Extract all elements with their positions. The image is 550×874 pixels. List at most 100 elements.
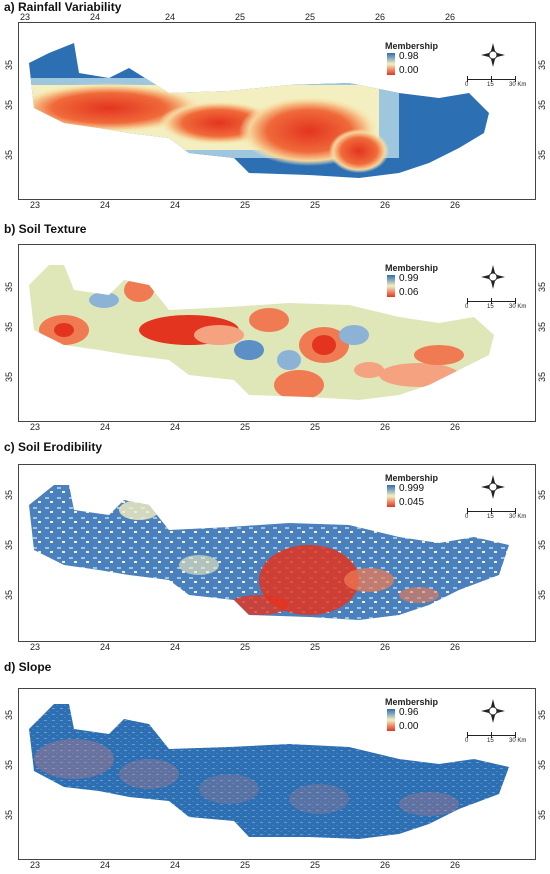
legend-min: 0.00 <box>399 721 419 732</box>
legend-title: Membership <box>385 41 439 51</box>
panel-slope: d) Slope Membership 0 <box>0 660 550 874</box>
map-frame: Membership 0.999 0.045 0 15 30 Km <box>18 464 536 642</box>
y-tick-label: 35 <box>537 759 547 770</box>
scale-mid: 15 <box>487 304 494 310</box>
scale-bar: 0 15 30 Km <box>465 73 526 93</box>
scale-zero: 0 <box>465 82 469 88</box>
legend-max: 0.99 <box>399 273 419 284</box>
x-tick-label: 25 <box>240 860 251 870</box>
y-tick-label: 35 <box>4 321 14 332</box>
map-frame: Membership 0.99 0.06 0 15 30 Km <box>18 244 536 422</box>
y-tick-label: 35 <box>4 371 14 382</box>
y-tick-label: 35 <box>537 99 547 110</box>
rainfall-map <box>29 43 489 178</box>
scale-zero: 0 <box>465 304 469 310</box>
x-tick-label: 25 <box>310 860 321 870</box>
panel-title: c) Soil Erodibility <box>4 440 103 454</box>
y-tick-label: 35 <box>4 489 14 500</box>
y-tick-label: 35 <box>4 759 14 770</box>
legend-colorbar <box>387 53 395 75</box>
scale-end: 30 Km <box>509 82 527 88</box>
scale-mid: 15 <box>487 738 494 744</box>
panel-title: d) Slope <box>4 660 52 674</box>
x-tick-label: 25 <box>305 12 316 22</box>
x-tick-label: 24 <box>100 642 111 652</box>
x-tick-label: 24 <box>170 200 181 210</box>
scale-bar: 0 15 30 Km <box>465 505 526 525</box>
y-tick-label: 35 <box>4 59 14 70</box>
legend: Membership 0.99 0.06 <box>385 263 445 303</box>
north-arrow-icon <box>479 41 507 69</box>
x-tick-label: 26 <box>450 860 461 870</box>
scale-end: 30 Km <box>509 304 527 310</box>
x-tick-label: 25 <box>310 422 321 432</box>
panel-title: b) Soil Texture <box>4 222 87 236</box>
soil-erodibility-map <box>29 485 509 620</box>
y-tick-label: 35 <box>4 809 14 820</box>
scale-zero: 0 <box>465 738 469 744</box>
x-tick-label: 26 <box>450 200 461 210</box>
y-tick-label: 35 <box>4 99 14 110</box>
x-tick-label: 26 <box>380 860 391 870</box>
legend-min: 0.00 <box>399 65 419 76</box>
soil-texture-map <box>29 265 494 400</box>
x-tick-label: 25 <box>310 642 321 652</box>
y-tick-label: 35 <box>537 149 547 160</box>
y-tick-label: 35 <box>537 809 547 820</box>
scale-bar: 0 15 30 Km <box>465 295 526 315</box>
x-tick-label: 25 <box>240 642 251 652</box>
north-arrow-icon <box>479 263 507 291</box>
y-tick-label: 35 <box>4 709 14 720</box>
x-tick-label: 26 <box>445 12 456 22</box>
x-tick-label: 24 <box>170 860 181 870</box>
x-tick-label: 24 <box>100 422 111 432</box>
legend: Membership 0.999 0.045 <box>385 473 445 513</box>
x-tick-label: 26 <box>450 642 461 652</box>
north-arrow-icon <box>479 473 507 501</box>
y-tick-label: 35 <box>4 589 14 600</box>
legend-min: 0.045 <box>399 497 425 508</box>
scale-mid: 15 <box>487 514 494 520</box>
x-tick-label: 25 <box>240 200 251 210</box>
y-tick-label: 35 <box>537 589 547 600</box>
scale-bar: 0 15 30 Km <box>465 729 526 749</box>
x-tick-label: 23 <box>30 860 41 870</box>
scale-end: 30 Km <box>509 514 527 520</box>
y-tick-label: 35 <box>537 59 547 70</box>
scale-mid: 15 <box>487 82 494 88</box>
x-tick-label: 23 <box>30 200 41 210</box>
x-tick-label: 25 <box>240 422 251 432</box>
x-tick-label: 24 <box>90 12 101 22</box>
x-tick-label: 26 <box>380 422 391 432</box>
x-tick-label: 24 <box>170 422 181 432</box>
y-tick-label: 35 <box>537 371 547 382</box>
legend-colorbar <box>387 709 395 731</box>
x-tick-label: 23 <box>20 12 31 22</box>
x-tick-label: 23 <box>30 422 41 432</box>
y-tick-label: 35 <box>537 709 547 720</box>
legend-title: Membership <box>385 697 439 707</box>
legend-min: 0.06 <box>399 287 419 298</box>
map-frame: Membership 0.96 0.00 0 15 30 Km <box>18 688 536 860</box>
legend-max: 0.96 <box>399 707 419 718</box>
y-tick-label: 35 <box>4 281 14 292</box>
y-tick-label: 35 <box>537 539 547 550</box>
y-tick-label: 35 <box>4 149 14 160</box>
x-tick-label: 24 <box>170 642 181 652</box>
x-tick-label: 25 <box>235 12 246 22</box>
legend-max: 0.98 <box>399 51 419 62</box>
legend-max: 0.999 <box>399 483 425 494</box>
x-tick-label: 26 <box>375 12 386 22</box>
x-tick-label: 24 <box>100 200 111 210</box>
x-tick-label: 26 <box>380 200 391 210</box>
panel-soil-erodibility: c) Soil Erodibility Membe <box>0 440 550 658</box>
x-tick-label: 24 <box>100 860 111 870</box>
panel-rainfall: a) Rainfall Variability Membership 0.98 … <box>0 0 550 218</box>
north-arrow-icon <box>479 697 507 725</box>
map-frame: Membership 0.98 0.00 0 15 30 Km <box>18 22 536 200</box>
x-tick-label: 26 <box>380 642 391 652</box>
legend-colorbar <box>387 485 395 507</box>
slope-map <box>29 704 509 839</box>
y-tick-label: 35 <box>537 489 547 500</box>
legend-title: Membership <box>385 473 439 483</box>
